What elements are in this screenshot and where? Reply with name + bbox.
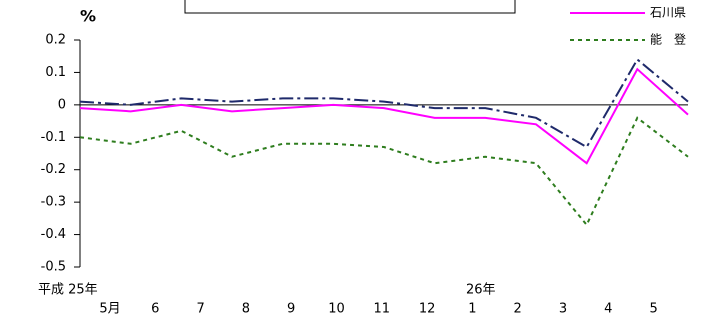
annotation: 平成 25年 [38,283,98,298]
x-tick-label: 5 [649,302,657,317]
annotation: 26年 [466,283,496,298]
y-tick-label: -0.1 [41,130,66,145]
y-tick-label: 0.2 [45,33,66,48]
x-tick-label: 4 [604,302,612,317]
y-axis-label: % [80,7,96,26]
series-line [79,116,689,227]
x-tick-label: 8 [242,302,250,317]
frame [184,0,516,14]
series-line [79,67,689,165]
y-tick-label: -0.4 [41,227,66,242]
x-tick-label: 2 [514,302,522,317]
y-tick-label: 0 [58,97,66,112]
x-tick-label: 12 [419,302,436,317]
x-tick-label: 5月 [99,302,120,317]
x-tick-label: 10 [328,302,345,317]
x-tick-label: 9 [287,302,295,317]
series-line [79,57,689,149]
x-tick-label: 1 [468,302,476,317]
y-tick-label: -0.5 [41,260,66,275]
y-tick-label: -0.2 [41,162,66,177]
y-tick-label: 0.1 [45,65,66,80]
legend-label: 能 登 [650,32,686,47]
legend-label: 石川県 [650,6,686,20]
y-tick-label: -0.3 [41,195,66,210]
x-tick-label: 7 [196,302,204,317]
x-tick-label: 3 [559,302,567,317]
x-tick-label: 11 [374,302,391,317]
x-tick-label: 6 [151,302,159,317]
